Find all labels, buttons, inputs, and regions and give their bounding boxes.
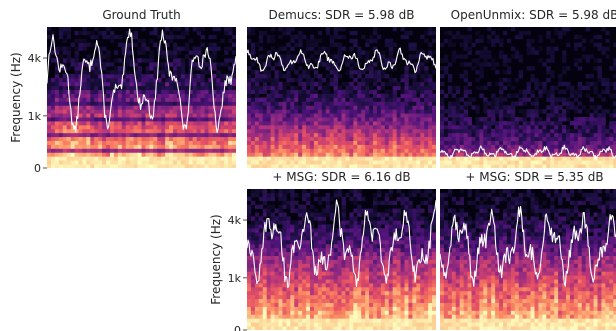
panel-title: + MSG: SDR = 5.35 dB	[465, 170, 603, 184]
y-tick-label: 0	[234, 324, 241, 331]
y-tick-label: 4k	[228, 214, 242, 227]
spectrogram-panel: Demucs: SDR = 5.98 dB	[247, 8, 436, 168]
y-tick-label: 1k	[228, 272, 242, 285]
pitch-trace	[440, 205, 616, 287]
y-axis-label: Frequency (Hz)	[209, 214, 223, 305]
pitch-trace	[247, 47, 436, 74]
pitch-trace	[440, 144, 616, 160]
y-tick-label: 4k	[28, 52, 42, 65]
spectrogram-panel: + MSG: SDR = 5.35 dB	[440, 170, 616, 330]
spectrogram-image	[247, 189, 436, 330]
panel-title: Ground Truth	[102, 8, 180, 22]
y-tick-label: 1k	[28, 110, 42, 123]
spectrogram-image	[47, 27, 236, 168]
panel-title: Demucs: SDR = 5.98 dB	[269, 8, 415, 22]
spectrogram-image	[440, 189, 616, 330]
panel-title: + MSG: SDR = 6.16 dB	[272, 170, 410, 184]
y-tick-label: 0	[34, 162, 41, 175]
spectrogram-image	[440, 27, 616, 168]
spectrogram-panel: Ground Truth 0 1k 4k Frequency (Hz)	[9, 8, 236, 175]
pitch-trace	[247, 199, 436, 289]
panel-title: OpenUnmix: SDR = 5.98 dB	[451, 8, 616, 22]
spectrogram-panel: OpenUnmix: SDR = 5.98 dB	[440, 8, 616, 168]
spectrogram-image	[247, 27, 436, 168]
spectrogram-panel: + MSG: SDR = 6.16 dB 0 1k 4k Frequency (Hz)	[209, 170, 436, 331]
y-axis-label: Frequency (Hz)	[9, 52, 23, 143]
pitch-trace	[47, 28, 236, 134]
